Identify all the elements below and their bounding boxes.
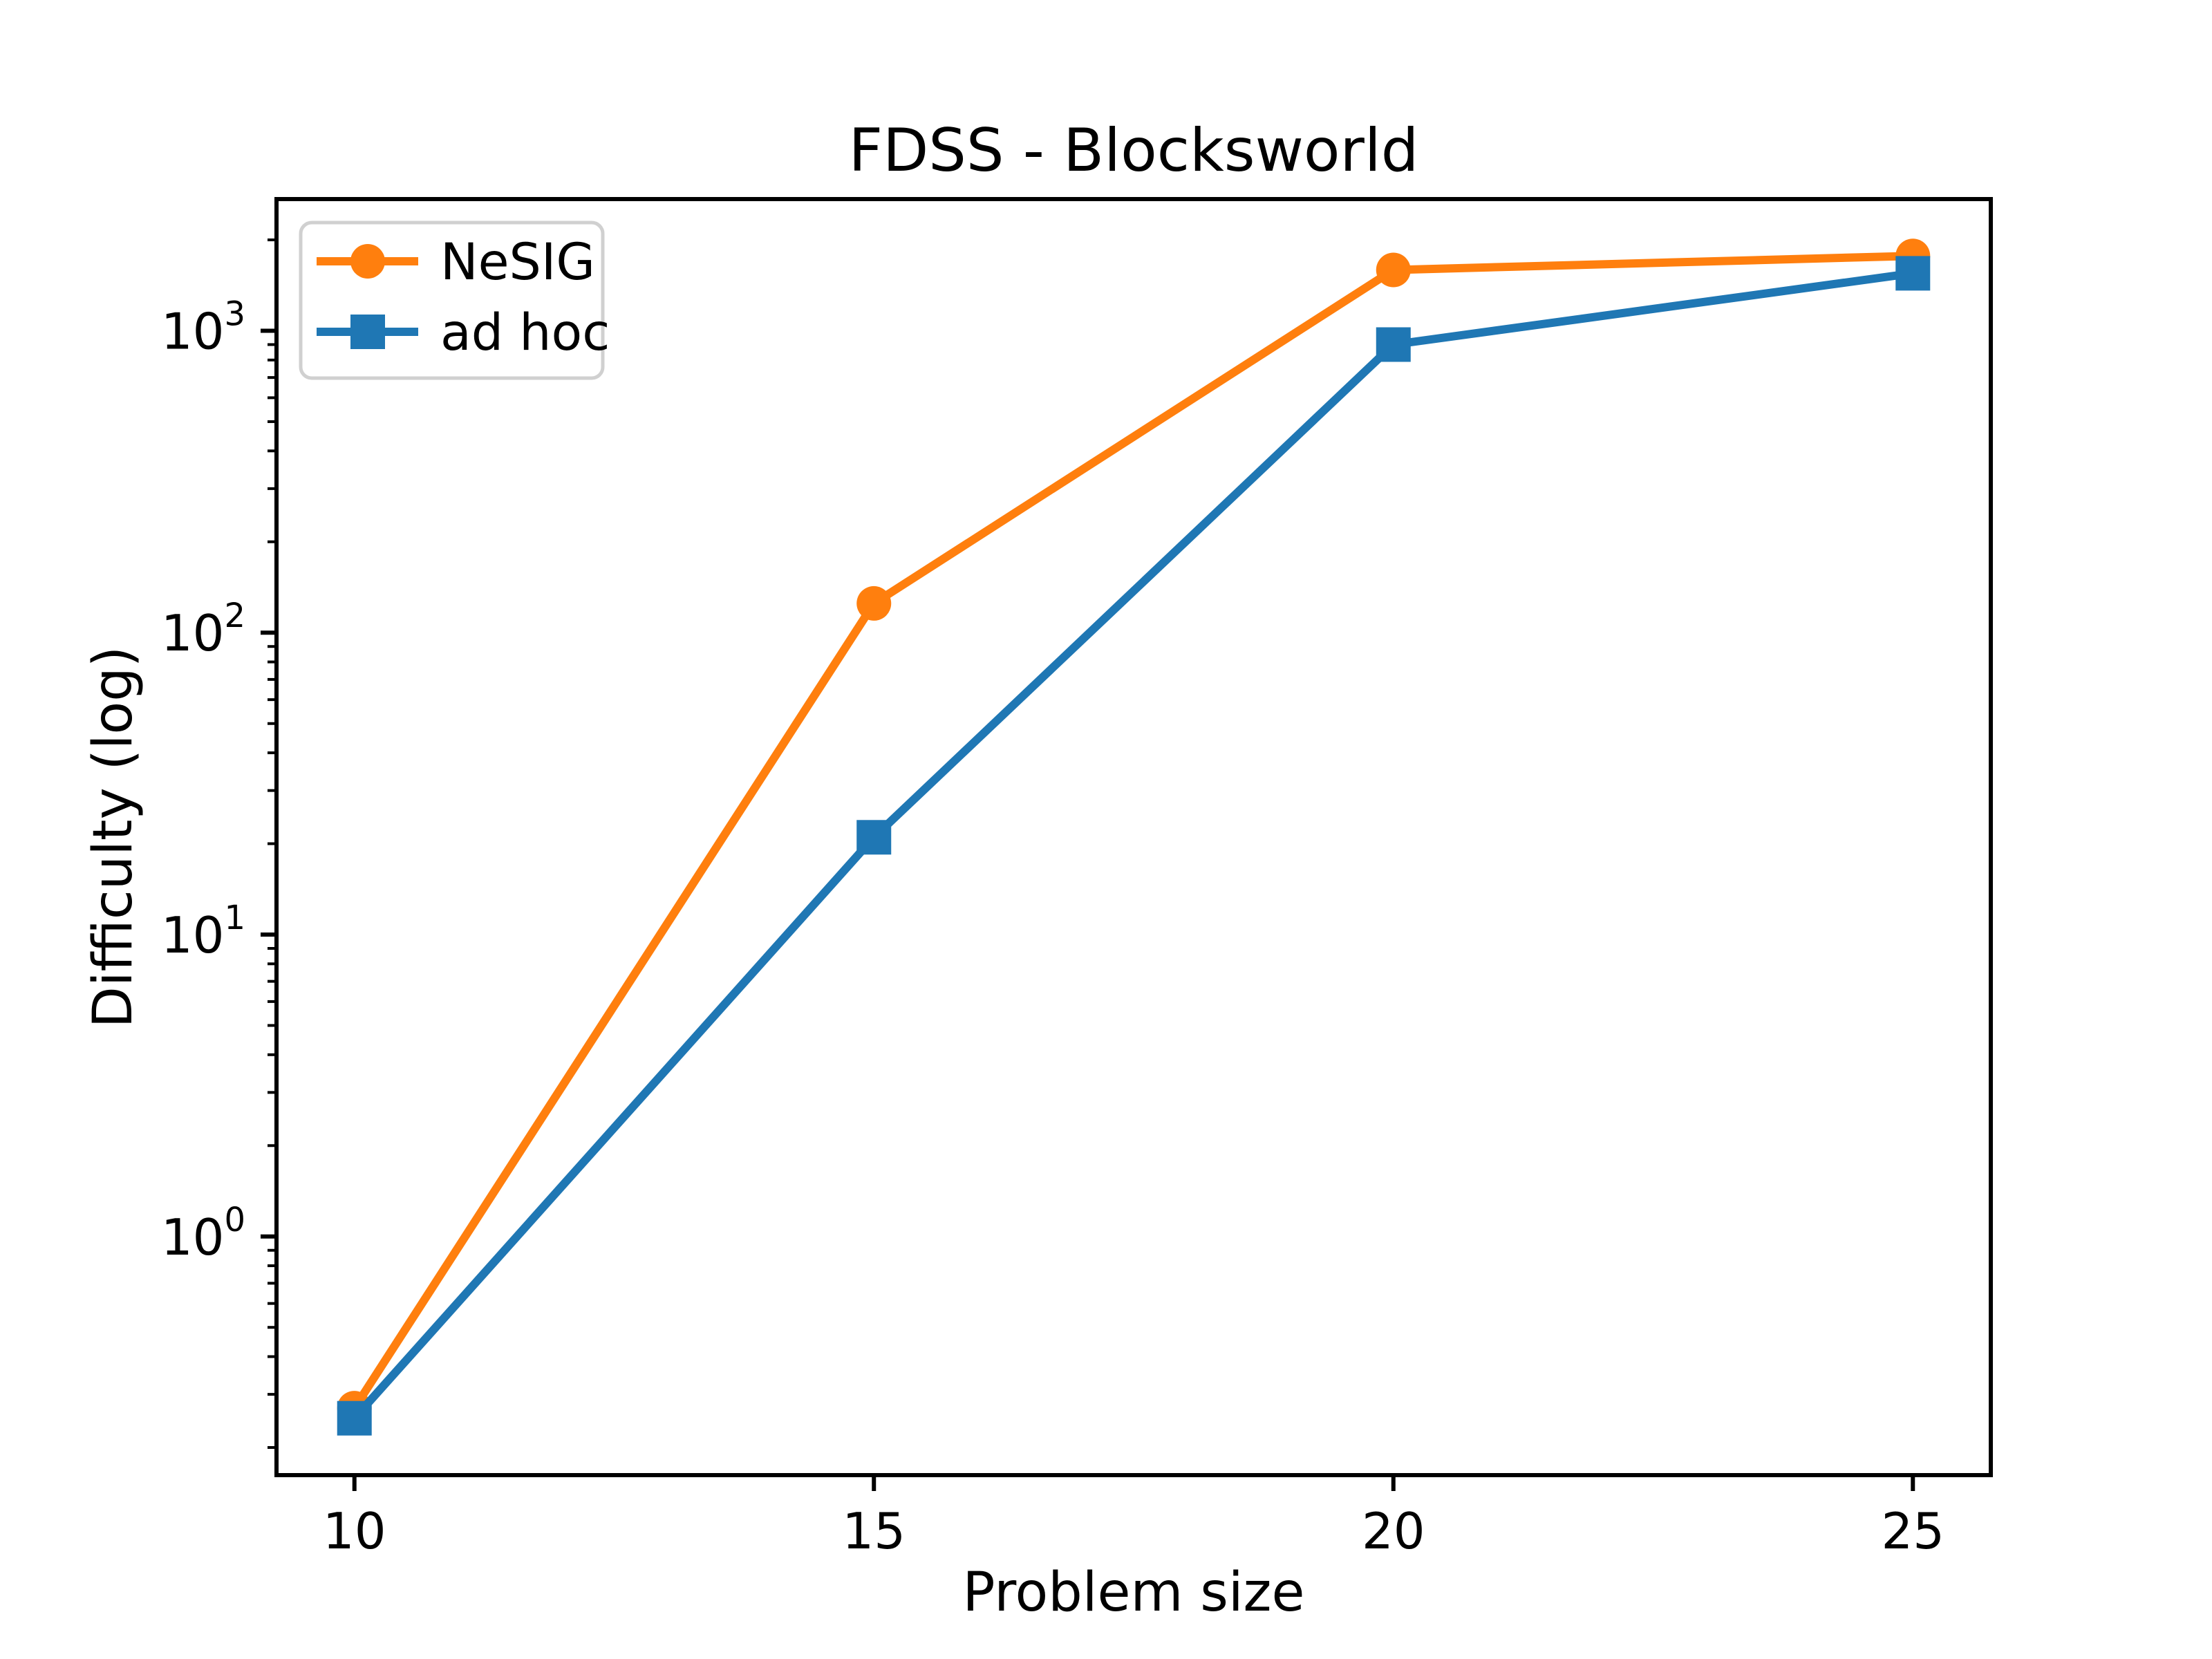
y-tick-label: 101 [161,899,245,964]
plot-border [274,197,1993,1477]
x-tick-label: 20 [1362,1502,1425,1560]
legend: NeSIG ad hoc [299,221,610,380]
series-line-nesig [350,252,1913,1411]
y-tick-label: 100 [161,1201,245,1266]
x-tick-label: 25 [1881,1502,1944,1560]
spines-layer [274,197,1993,1477]
data-point-ad-hoc [337,1400,372,1436]
data-point-ad-hoc [1376,327,1411,362]
x-tick-label: 15 [842,1502,906,1560]
data-point-nesig [1376,252,1411,288]
legend-label-adhoc: ad hoc [440,303,610,362]
ticks-layer: 10 15 20 25 100 101 102 103 [161,238,1944,1560]
x-axis-label: Problem size [963,1562,1305,1624]
data-point-ad-hoc [1895,256,1931,291]
y-tick-label: 103 [161,294,245,360]
x-tick-label: 10 [323,1502,386,1560]
series-line-ad-hoc [351,269,1914,1421]
y-axis-label: Difficulty (log) [82,646,144,1028]
data-point-nesig [856,585,892,621]
legend-label-nesig: NeSIG [440,233,595,292]
chart-title: FDSS - Blocksworld [849,116,1419,185]
data-point-ad-hoc [856,820,892,855]
y-tick-label: 102 [161,597,245,662]
series-layer [337,238,1931,1436]
legend-marker-square-icon [350,315,385,349]
legend-marker-circle-icon [350,244,385,279]
